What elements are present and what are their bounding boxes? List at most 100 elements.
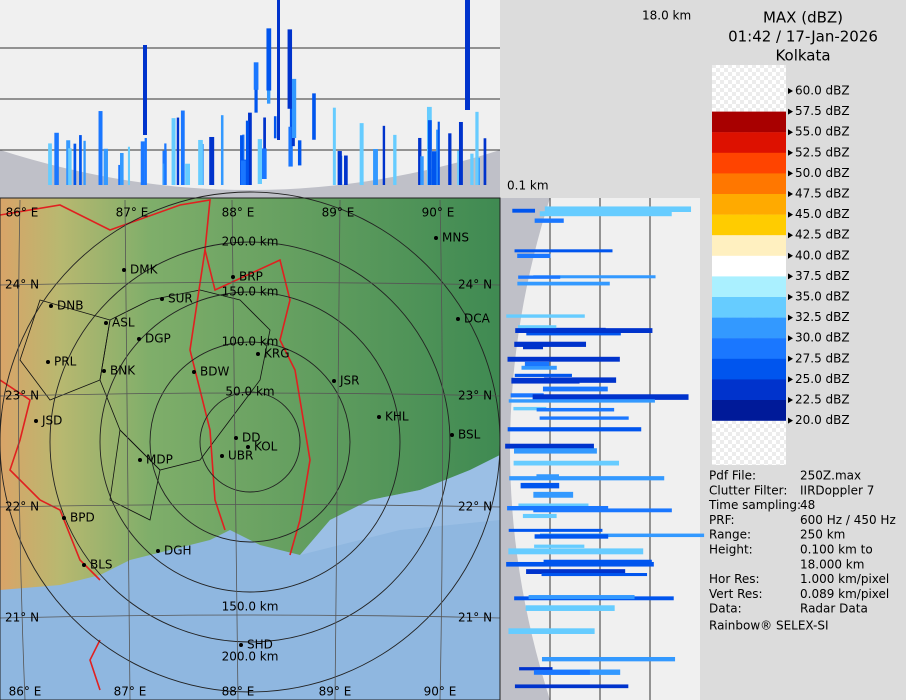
city-label: SUR xyxy=(168,292,193,306)
legend-band xyxy=(712,111,786,133)
echo xyxy=(418,137,422,185)
city-dot xyxy=(104,321,108,325)
echo xyxy=(393,134,397,185)
echo xyxy=(508,528,603,532)
echo xyxy=(507,505,609,511)
echo xyxy=(519,667,553,671)
info-key: Vert Res: xyxy=(709,587,763,601)
info-key: Time sampling: xyxy=(708,498,801,512)
echo xyxy=(337,151,342,185)
legend-band xyxy=(712,152,786,174)
latitude-label: 23° N xyxy=(458,389,492,403)
city-dot xyxy=(62,516,66,520)
range-ring xyxy=(99,291,401,593)
city-label: BSL xyxy=(458,428,481,442)
echo xyxy=(209,136,215,185)
legend-tick xyxy=(788,273,793,280)
city-dot xyxy=(231,275,235,279)
longitude-label: 89° E xyxy=(319,685,352,699)
longitude-label: 88° E xyxy=(222,685,255,699)
echo xyxy=(288,126,293,167)
info-value: 18.000 km xyxy=(800,557,864,571)
legend-tick xyxy=(788,335,793,342)
echo xyxy=(514,249,613,253)
city-label: BPD xyxy=(70,511,95,525)
city-label: DGH xyxy=(164,544,192,558)
meridians xyxy=(17,199,443,700)
city-dot xyxy=(160,297,164,301)
echo xyxy=(515,328,653,333)
longitude-label: 88° E xyxy=(222,206,255,220)
echo xyxy=(68,148,72,185)
title: MAX (dBZ) xyxy=(763,9,843,27)
city-label: SHD xyxy=(247,638,273,652)
echo xyxy=(536,474,559,479)
info-key: PRF: xyxy=(709,513,735,527)
echo xyxy=(289,90,293,152)
legend-label: 37.5 dBZ xyxy=(795,269,850,283)
echo xyxy=(83,140,86,185)
legend-label: 40.0 dBZ xyxy=(795,248,850,262)
echo xyxy=(297,140,302,166)
info-key: Data: xyxy=(709,602,742,616)
echo xyxy=(382,125,386,185)
range-label: 150.0 km xyxy=(222,285,279,299)
info-value: 250Z.max xyxy=(800,469,861,483)
legend-tick xyxy=(788,314,793,321)
city-label: KOL xyxy=(254,440,278,454)
echo xyxy=(507,427,642,432)
legend-band xyxy=(712,317,786,339)
echo xyxy=(120,152,124,185)
echo xyxy=(263,117,266,172)
echo xyxy=(525,605,615,611)
echo xyxy=(508,399,655,403)
echo xyxy=(528,595,635,600)
echo xyxy=(526,330,621,336)
legend: 60.0 dBZ 57.5 dBZ 55.0 dBZ 52.5 dBZ 50.0 dBZ… xyxy=(712,65,850,465)
map-labels: 50.0 km 100.0 km 150.0 km 200.0 km 150.0 km 2… xyxy=(5,206,492,699)
echo xyxy=(522,513,557,519)
echo xyxy=(180,110,185,185)
range-label: 200.0 km xyxy=(222,650,279,664)
echo xyxy=(517,253,551,259)
echo xyxy=(533,275,656,279)
echo xyxy=(509,476,665,481)
latitude-label: 21° N xyxy=(458,611,492,625)
echo xyxy=(513,406,547,411)
echo xyxy=(79,135,82,185)
echo xyxy=(534,218,564,223)
city-dot xyxy=(239,643,243,647)
echo xyxy=(103,148,108,185)
echo xyxy=(277,0,280,140)
echo xyxy=(257,139,262,184)
echo xyxy=(508,628,595,634)
legend-band xyxy=(712,358,786,380)
echo xyxy=(506,314,585,318)
timestamp: 01:42 / 17-Jan-2026 xyxy=(728,28,878,46)
legend-tick xyxy=(788,88,793,94)
legend-tick xyxy=(788,211,793,218)
city-label: DD xyxy=(242,431,260,445)
echo xyxy=(98,111,103,185)
echo xyxy=(518,503,589,509)
echo xyxy=(544,377,617,383)
echo xyxy=(520,482,560,489)
echo xyxy=(512,208,536,213)
legend-band xyxy=(712,400,786,421)
city-dot xyxy=(332,379,336,383)
city-label: MDP xyxy=(146,453,173,467)
echo xyxy=(144,137,147,185)
echo xyxy=(261,148,267,179)
city-dot xyxy=(102,369,106,373)
legend-label: 57.5 dBZ xyxy=(795,104,850,118)
legend-band xyxy=(712,173,786,195)
echo xyxy=(185,163,191,185)
latitude-label: 24° N xyxy=(5,278,39,292)
echo xyxy=(458,121,463,185)
info-key: Range: xyxy=(709,528,751,542)
echo xyxy=(533,669,590,675)
city-label: DCA xyxy=(464,312,491,326)
echo xyxy=(373,148,378,185)
legend-label: 20.0 dBZ xyxy=(795,413,850,427)
